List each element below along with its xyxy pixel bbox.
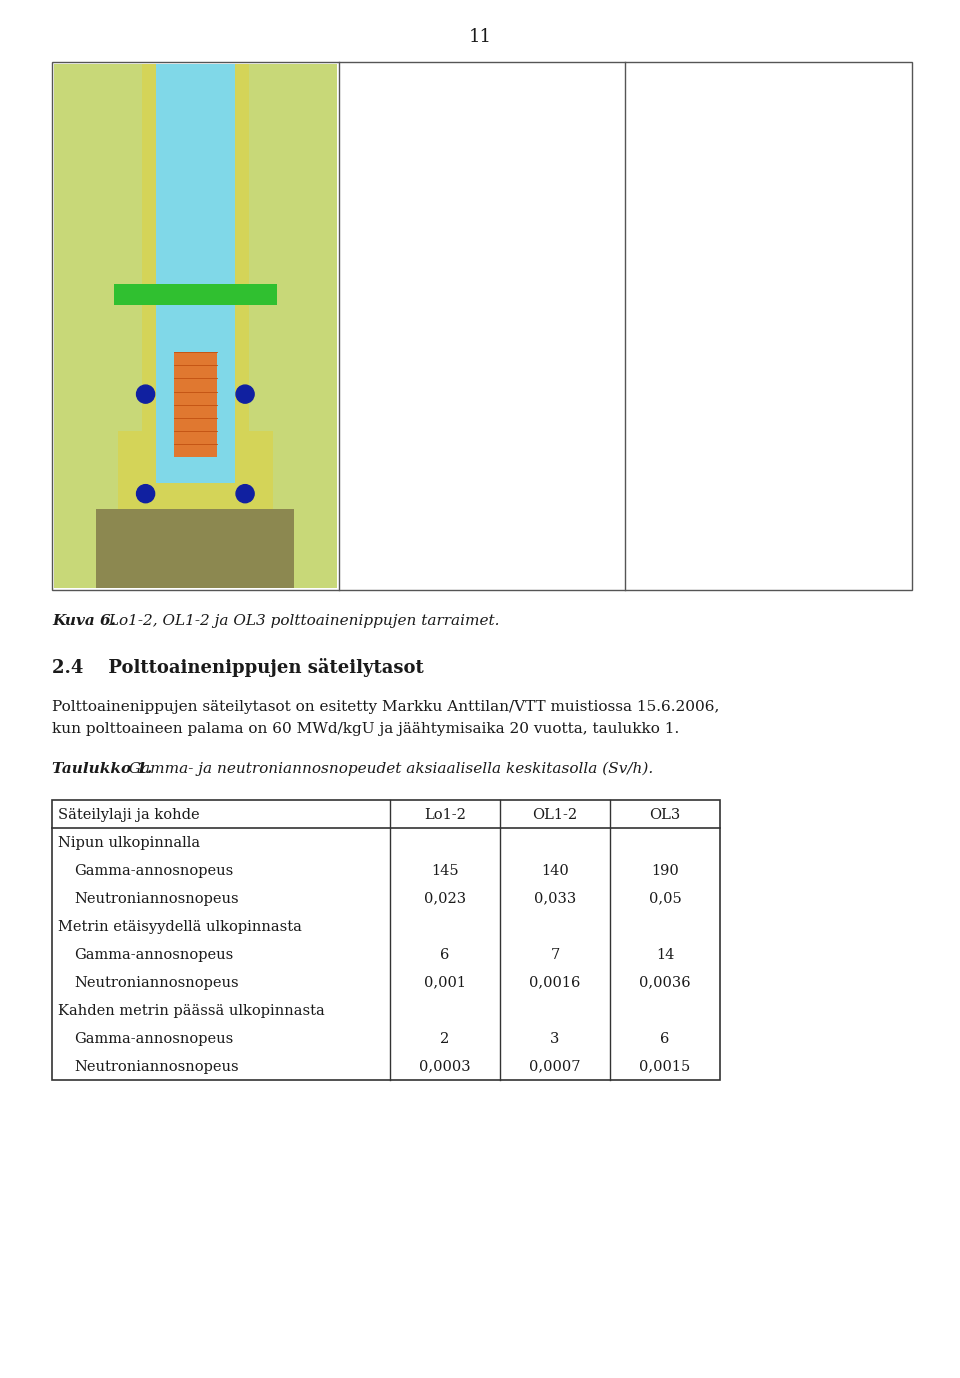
Text: 0,0007: 0,0007 [529,1060,581,1073]
Text: Gamma-annosnopeus: Gamma-annosnopeus [74,864,233,878]
Text: Säteilylaji ja kohde: Säteilylaji ja kohde [58,808,200,821]
Text: OL1-2: OL1-2 [533,808,578,821]
Text: 2: 2 [441,1032,449,1046]
Bar [52,801,720,1080]
Text: Polttoainenippujen säteilytasot on esitetty Markku Anttilan/VTT muistiossa 15.6.: Polttoainenippujen säteilytasot on esite… [52,700,719,714]
Bar [142,63,249,441]
Text: Nipun ulkopinnalla: Nipun ulkopinnalla [58,835,200,850]
Text: 0,0015: 0,0015 [639,1060,690,1073]
Text: 0,0016: 0,0016 [529,976,581,989]
Text: 140: 140 [541,864,569,878]
Circle shape [236,485,254,503]
Text: 2.4    Polttoainenippujen säteilytasot: 2.4 Polttoainenippujen säteilytasot [52,659,423,677]
Text: Neutroniannosnopeus: Neutroniannosnopeus [74,1060,239,1073]
Text: Gamma- ja neutroniannosnopeudet aksiaalisella keskitasolla (Sv/h).: Gamma- ja neutroniannosnopeudet aksiaali… [124,762,653,776]
Circle shape [136,384,155,404]
Text: 0,001: 0,001 [424,976,466,989]
Text: Taulukko 1.: Taulukko 1. [52,762,153,776]
Bar [54,63,337,588]
Text: 0,05: 0,05 [649,892,682,905]
Bar [117,431,273,588]
Text: 0,023: 0,023 [424,892,466,905]
Text: 6: 6 [441,948,449,962]
Text: 145: 145 [431,864,459,878]
Circle shape [136,485,155,503]
Text: Neutroniannosnopeus: Neutroniannosnopeus [74,976,239,989]
Text: 190: 190 [651,864,679,878]
Text: Lo1-2, OL1-2 ja OL3 polttoainenippujen tarraimet.: Lo1-2, OL1-2 ja OL3 polttoainenippujen t… [104,615,499,628]
Circle shape [236,384,254,404]
Text: Gamma-annosnopeus: Gamma-annosnopeus [74,948,233,962]
Text: 0,0003: 0,0003 [420,1060,470,1073]
Text: Lo1-2: Lo1-2 [424,808,466,821]
Bar [113,284,276,305]
Text: kun polttoaineen palama on 60 MWd/kgU ja jäähtymisaika 20 vuotta, taulukko 1.: kun polttoaineen palama on 60 MWd/kgU ja… [52,722,680,736]
Text: 0,0036: 0,0036 [639,976,691,989]
Bar [174,353,217,457]
Bar [96,510,295,588]
Text: 3: 3 [550,1032,560,1046]
Text: Neutroniannosnopeus: Neutroniannosnopeus [74,892,239,905]
Text: 0,033: 0,033 [534,892,576,905]
Text: 7: 7 [550,948,560,962]
Text: Kahden metrin päässä ulkopinnasta: Kahden metrin päässä ulkopinnasta [58,1003,324,1017]
Text: 6: 6 [660,1032,670,1046]
Bar [52,62,912,590]
Text: OL3: OL3 [649,808,681,821]
Text: 14: 14 [656,948,674,962]
Text: Gamma-annosnopeus: Gamma-annosnopeus [74,1032,233,1046]
Text: 11: 11 [468,28,492,45]
Text: Metrin etäisyydellä ulkopinnasta: Metrin etäisyydellä ulkopinnasta [58,919,301,933]
Bar [156,63,235,484]
Text: Kuva 6.: Kuva 6. [52,615,116,628]
